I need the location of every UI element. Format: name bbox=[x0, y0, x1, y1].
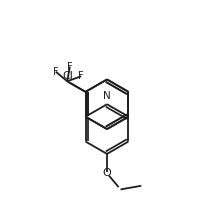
Text: O: O bbox=[103, 168, 111, 178]
Text: N: N bbox=[103, 91, 111, 101]
Text: F: F bbox=[67, 62, 73, 72]
Text: F: F bbox=[78, 71, 84, 81]
Text: F: F bbox=[53, 67, 59, 77]
Text: Cl: Cl bbox=[63, 70, 74, 81]
